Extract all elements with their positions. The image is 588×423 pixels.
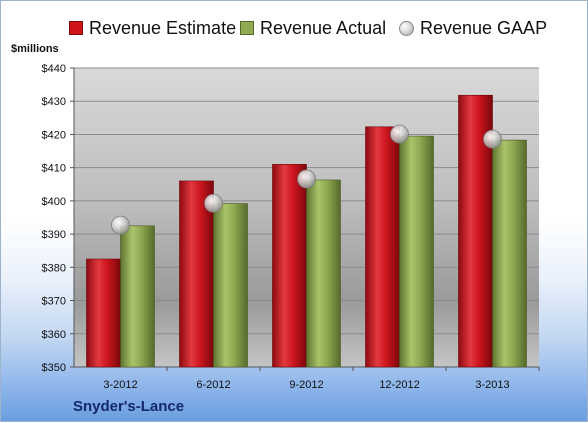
legend-item-gaap: Revenue GAAP (399, 14, 547, 42)
legend-swatch-estimate (69, 21, 83, 35)
y-tick-label: $430 (42, 96, 66, 108)
legend-label-actual: Revenue Actual (260, 17, 387, 38)
x-tick-label: 6-2012 (196, 379, 230, 391)
y-tick-label: $350 (42, 362, 66, 374)
y-tick-label: $400 (42, 196, 66, 208)
legend-item-actual: Revenue Actual (240, 14, 386, 42)
y-axis-unit-label: $millions (11, 43, 59, 55)
marker-revenue-gaap (483, 129, 502, 149)
legend-label-gaap: Revenue GAAP (420, 17, 548, 38)
bar-revenue-estimate (365, 126, 400, 368)
x-tick-label: 12-2012 (379, 379, 419, 391)
y-tick-label: $410 (42, 163, 66, 175)
bar-revenue-estimate (272, 164, 307, 368)
marker-revenue-gaap (297, 169, 316, 189)
marker-revenue-gaap (204, 193, 223, 213)
legend-swatch-actual (240, 21, 254, 35)
y-tick-label: $390 (42, 229, 66, 241)
y-tick-label: $370 (42, 296, 66, 308)
y-tick-label: $420 (42, 129, 66, 141)
legend-label-estimate: Revenue Estimate (89, 17, 237, 38)
bar-revenue-estimate (86, 258, 121, 368)
legend: Revenue Estimate Revenue Actual Revenue … (1, 14, 588, 42)
x-axis-ticks: 3-2012 6-2012 9-2012 12-2012 3-2013 (103, 367, 540, 391)
bar-revenue-actual (120, 225, 155, 368)
x-tick-label: 3-2013 (475, 379, 509, 391)
x-tick-label: 9-2012 (289, 379, 323, 391)
legend-item-estimate: Revenue Estimate (69, 14, 236, 42)
bar-revenue-actual (399, 135, 434, 368)
bar-revenue-estimate (179, 180, 214, 368)
bar-revenue-actual (492, 139, 527, 368)
bar-revenue-actual (306, 179, 341, 368)
y-tick-label: $440 (42, 63, 66, 75)
bar-revenue-actual (213, 203, 248, 368)
y-tick-label: $380 (42, 262, 66, 274)
marker-revenue-gaap (390, 124, 409, 144)
y-tick-label: $360 (42, 329, 66, 341)
marker-revenue-gaap (111, 215, 130, 235)
gaap-markers (111, 124, 502, 235)
bars (86, 94, 527, 368)
x-tick-label: 3-2012 (103, 379, 137, 391)
company-name: Snyder's-Lance (73, 398, 185, 415)
legend-marker-gaap (399, 20, 414, 36)
